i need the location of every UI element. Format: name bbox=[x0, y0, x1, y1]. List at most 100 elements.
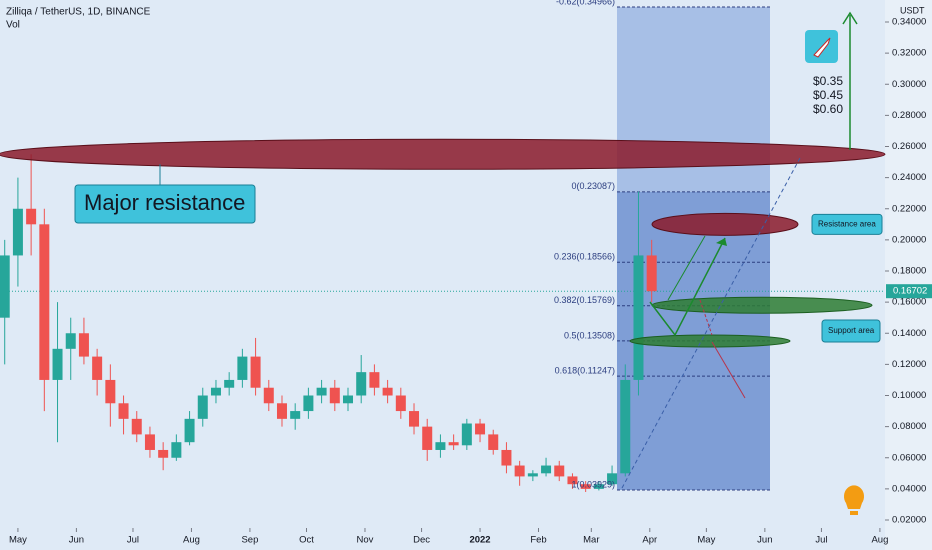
y-tick-label: 0.04000 bbox=[892, 483, 926, 494]
last-price-tag bbox=[886, 284, 932, 299]
candle-body bbox=[263, 387, 274, 404]
x-tick-label: Feb bbox=[530, 535, 546, 546]
y-tick-label: 0.24000 bbox=[892, 172, 926, 183]
candle-body bbox=[541, 465, 552, 474]
candle-body bbox=[329, 387, 340, 404]
x-tick-label: Aug bbox=[183, 535, 200, 546]
candle-body bbox=[303, 395, 314, 412]
resistance-box bbox=[811, 213, 883, 235]
x-tick-label: Apr bbox=[642, 535, 657, 546]
red-path bbox=[699, 299, 713, 336]
x-tick-label: Jun bbox=[757, 535, 772, 546]
candle-body bbox=[144, 434, 155, 450]
y-tick-label: 0.02000 bbox=[892, 515, 926, 526]
candle-body bbox=[409, 411, 420, 427]
red-arrow bbox=[711, 341, 746, 399]
x-tick-label: Jun bbox=[69, 535, 84, 546]
arrow-head bbox=[716, 238, 727, 246]
x-tick-label: Mar bbox=[583, 535, 599, 546]
candle-body bbox=[210, 387, 221, 396]
candle-body bbox=[567, 476, 578, 485]
candle-body bbox=[52, 348, 63, 380]
candle-body bbox=[607, 473, 618, 485]
candle-body bbox=[461, 423, 472, 446]
candle-body bbox=[343, 395, 354, 404]
candle-body bbox=[197, 395, 208, 419]
rocket-icon bbox=[813, 37, 831, 58]
major-resistance-box bbox=[74, 184, 256, 224]
fib-label: 0.618(0.11247) bbox=[555, 365, 615, 375]
major-resistance-label: Major resistance bbox=[84, 190, 245, 215]
fib-label: 0(0.23087) bbox=[571, 181, 615, 191]
candle-body bbox=[276, 403, 287, 419]
x-tick-label: May bbox=[9, 535, 27, 546]
price-axis-panel bbox=[885, 0, 932, 550]
support-label: Support area bbox=[828, 326, 875, 335]
fib-label: 0.5(0.13508) bbox=[564, 330, 615, 340]
candle-body bbox=[356, 372, 367, 396]
y-tick-label: 0.08000 bbox=[892, 421, 926, 432]
candle-body bbox=[118, 403, 129, 419]
y-tick-label: 0.28000 bbox=[892, 110, 926, 121]
y-tick-label: 0.16000 bbox=[892, 297, 926, 308]
x-tick-label: Oct bbox=[299, 535, 314, 546]
candle-body bbox=[26, 208, 37, 225]
candle-body bbox=[475, 423, 486, 435]
fib-label: 1(0.03929) bbox=[571, 479, 615, 489]
candle-body bbox=[382, 387, 393, 396]
candle-body bbox=[422, 426, 433, 450]
candle-body bbox=[395, 395, 406, 412]
major-resistance-zone bbox=[0, 138, 886, 170]
candle-body bbox=[514, 465, 525, 477]
support-box bbox=[821, 319, 881, 343]
annotations bbox=[621, 11, 864, 515]
resistance-label: Resistance area bbox=[818, 219, 876, 228]
y-tick-label: 0.10000 bbox=[892, 390, 926, 401]
candle-body bbox=[0, 255, 10, 318]
y-tick-label: 0.22000 bbox=[892, 203, 926, 214]
candle-body bbox=[620, 379, 631, 474]
y-tick-label: 0.30000 bbox=[892, 79, 926, 90]
candle-body bbox=[580, 484, 591, 489]
x-tick-label: Jul bbox=[815, 535, 827, 546]
candle-body bbox=[593, 484, 604, 489]
candle-body bbox=[105, 379, 116, 404]
candle-body bbox=[316, 387, 327, 396]
y-tick-label: 0.32000 bbox=[892, 48, 926, 59]
candle-body bbox=[488, 434, 499, 450]
green-path bbox=[649, 237, 726, 337]
fib-label: 0.236(0.18566) bbox=[554, 252, 615, 262]
fib-label: 0.382(0.15769) bbox=[554, 295, 615, 305]
x-tick-label: May bbox=[697, 535, 715, 546]
candle-body bbox=[92, 356, 103, 380]
candle-body bbox=[369, 372, 380, 388]
candle-body bbox=[435, 442, 446, 450]
arrow-head bbox=[842, 11, 858, 25]
y-tick-label: 0.20000 bbox=[892, 234, 926, 245]
last-price-label: 0.16702 bbox=[893, 286, 927, 297]
candle-body bbox=[646, 255, 657, 292]
candle-body bbox=[448, 442, 459, 446]
candle-body bbox=[131, 418, 142, 435]
candle-body bbox=[250, 356, 261, 388]
support-zone bbox=[629, 334, 791, 348]
target-label: $0.60 bbox=[813, 102, 843, 116]
candle-body bbox=[224, 379, 235, 388]
idea-bulb-base bbox=[850, 511, 858, 515]
y-tick-label: 0.06000 bbox=[892, 452, 926, 463]
target-label: $0.35 bbox=[813, 74, 843, 88]
volume-label: Vol bbox=[6, 20, 20, 31]
candle-body bbox=[237, 356, 248, 380]
candle-body bbox=[633, 255, 644, 380]
candle-body bbox=[527, 473, 538, 477]
chart-title: Zilliqa / TetherUS, 1D, BINANCE bbox=[6, 7, 151, 18]
candle-body bbox=[39, 224, 50, 380]
currency-label: USDT bbox=[900, 5, 925, 15]
candle-body bbox=[171, 442, 182, 458]
candle-body bbox=[12, 208, 23, 256]
x-tick-label: Aug bbox=[871, 535, 888, 546]
candle-body bbox=[554, 465, 565, 477]
x-tick-label: 2022 bbox=[469, 535, 490, 546]
x-tick-label: Dec bbox=[413, 535, 430, 546]
